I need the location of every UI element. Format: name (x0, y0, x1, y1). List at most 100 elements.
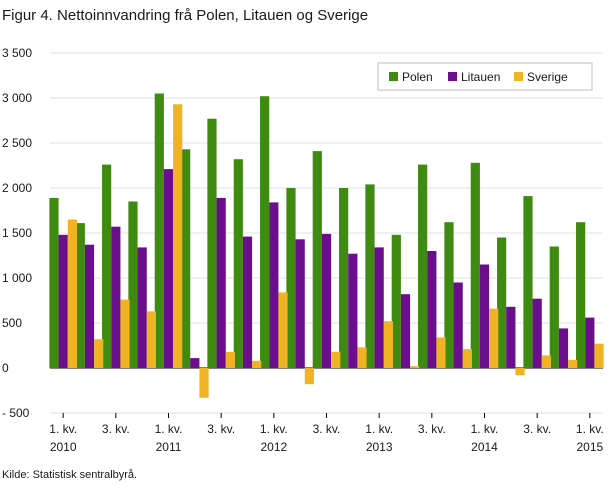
bar-sverige-2011-k3 (225, 351, 235, 368)
x-tick-label: 3. kv. (418, 422, 446, 436)
bar-sverige-2012-k1 (278, 292, 288, 368)
x-tick-label: 3. kv. (102, 422, 130, 436)
bar-sverige-2011-k4 (252, 360, 262, 368)
legend-swatch-sverige (514, 72, 523, 81)
bar-series (49, 93, 604, 398)
bar-sverige-2012-k2 (304, 368, 314, 385)
bar-sverige-2013-k1 (383, 321, 393, 368)
x-tick-year-label: 2015 (576, 440, 603, 454)
bar-litauen-2013-k1 (374, 247, 384, 368)
bar-polen-2012-k2 (286, 188, 296, 368)
x-tick-year-label: 2010 (50, 440, 77, 454)
bar-litauen-2011-k1 (163, 169, 174, 368)
bar-polen-2010-k2 (75, 223, 85, 368)
x-tick-label: 3. kv. (523, 422, 551, 436)
bar-litauen-2014-k2 (506, 306, 516, 368)
bar-litauen-2012-k1 (269, 202, 279, 368)
bar-polen-2012-k1 (260, 96, 270, 368)
bar-sverige-2013-k4 (462, 349, 472, 368)
x-tick-label: 1. kv. (576, 422, 604, 436)
bar-polen-2014-k1 (470, 162, 480, 368)
y-tick-label: 2 500 (2, 136, 32, 150)
x-tick-year-label: 2014 (471, 440, 498, 454)
bar-litauen-2012-k3 (321, 233, 332, 368)
bar-sverige-2010-k2 (94, 339, 104, 368)
legend: Polen Litauen Sverige (377, 62, 593, 91)
bar-sverige-2010-k4 (146, 311, 156, 368)
y-tick-label: 1 500 (2, 226, 32, 240)
legend-label-sverige: Sverige (527, 70, 568, 84)
bar-polen-2014-k2 (497, 237, 507, 368)
bar-polen-2014-k3 (523, 196, 533, 368)
x-tick-label: 3. kv. (313, 422, 341, 436)
bar-polen-2015-k1 (576, 222, 586, 368)
x-tick-label: 1. kv. (365, 422, 393, 436)
legend-swatch-polen (389, 72, 398, 81)
bar-litauen-2011-k3 (216, 197, 226, 368)
bar-litauen-2014-k4 (558, 328, 569, 368)
bar-polen-2012-k4 (339, 188, 349, 368)
x-tick-label: 1. kv. (471, 422, 499, 436)
bar-polen-2010-k3 (102, 164, 112, 368)
bar-litauen-2015-k1 (585, 317, 595, 368)
bar-polen-2010-k4 (128, 201, 138, 368)
bar-litauen-2010-k3 (111, 226, 121, 368)
bar-litauen-2011-k4 (242, 236, 253, 368)
x-tick-year-label: 2011 (156, 440, 182, 454)
bar-polen-2012-k3 (312, 151, 322, 368)
x-axis: 1. kv. 2010 3. kv. 1. kv. 2011 3. kv. 1. kv. 20… (49, 413, 604, 454)
bar-polen-2010-k1 (49, 197, 59, 368)
legend-box (377, 62, 593, 91)
bar-polen-2013-k1 (365, 184, 375, 368)
x-tick-year-label: 2013 (366, 440, 393, 454)
bar-sverige-2011-k1 (173, 104, 183, 369)
y-tick-label: 3 000 (2, 91, 32, 105)
y-tick-label: 3 500 (2, 46, 32, 60)
bar-litauen-2010-k2 (84, 244, 95, 368)
bar-litauen-2010-k4 (137, 247, 147, 368)
bar-polen-2013-k2 (391, 234, 401, 368)
legend-label-litauen: Litauen (461, 70, 500, 84)
bar-sverige-2012-k4 (357, 347, 367, 368)
bar-polen-2013-k4 (444, 222, 454, 368)
legend-label-polen: Polen (402, 70, 433, 84)
bar-polen-2011-k2 (181, 149, 191, 368)
y-tick-label: 2 000 (2, 181, 32, 195)
bar-sverige-2010-k1 (67, 219, 77, 368)
bar-polen-2011-k4 (233, 159, 243, 368)
y-tick-label: 0 (2, 361, 9, 375)
legend-swatch-litauen (448, 72, 457, 81)
bar-sverige-2014-k1 (489, 308, 499, 368)
x-tick-label: 1. kv. (49, 422, 77, 436)
bar-litauen-2013-k2 (400, 294, 411, 368)
bar-polen-2013-k3 (418, 164, 428, 368)
bar-litauen-2012-k2 (295, 239, 305, 368)
bar-polen-2011-k3 (207, 118, 217, 368)
y-tick-label: 500 (2, 316, 22, 330)
bar-polen-2014-k4 (549, 246, 559, 368)
bar-sverige-2010-k3 (120, 299, 130, 368)
source-note: Kilde: Statistisk sentralbyrå. (2, 469, 138, 481)
bar-sverige-2015-k1 (594, 343, 604, 368)
bar-litauen-2013-k3 (427, 251, 437, 368)
bar-sverige-2014-k2 (515, 368, 525, 376)
bar-litauen-2014-k1 (479, 264, 490, 368)
bar-litauen-2010-k1 (58, 234, 68, 368)
bar-sverige-2012-k3 (331, 351, 341, 368)
bar-sverige-2014-k4 (568, 359, 578, 368)
bar-litauen-2013-k4 (453, 282, 463, 368)
bar-sverige-2013-k2 (410, 366, 420, 368)
x-tick-label: 1. kv. (155, 422, 183, 436)
bar-litauen-2014-k3 (532, 298, 542, 368)
x-tick-label: 3. kv. (207, 422, 235, 436)
bar-sverige-2013-k3 (436, 337, 446, 368)
y-tick-label: - 500 (2, 406, 30, 420)
bar-sverige-2011-k2 (199, 368, 209, 398)
chart-title: Figur 4. Nettoinnvandring frå Polen, Lit… (2, 7, 369, 24)
bar-sverige-2014-k3 (541, 355, 551, 368)
bar-polen-2011-k1 (154, 93, 164, 368)
x-tick-year-label: 2012 (260, 440, 287, 454)
y-axis: - 500 0 500 1 000 1 500 2 000 2 500 3 000 3 500 (2, 46, 32, 420)
x-tick-label: 1. kv. (260, 422, 288, 436)
